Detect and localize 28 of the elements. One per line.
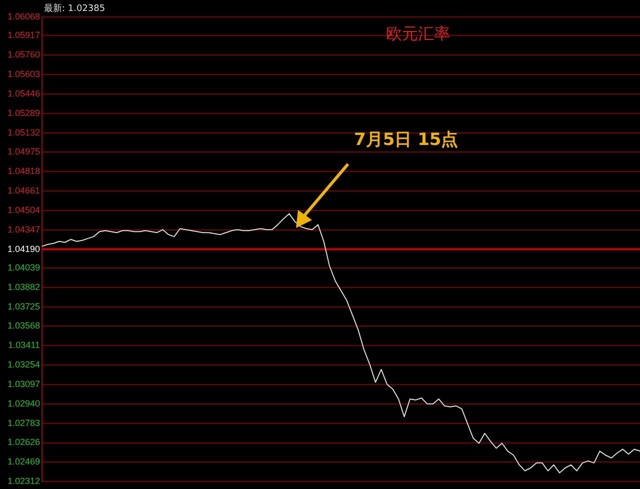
y-tick-label: 1.02469 [7, 456, 40, 467]
y-tick-label: 1.04818 [7, 166, 40, 176]
annotation: 7月5日 15点 [354, 129, 458, 151]
y-tick-label: 1.02312 [7, 476, 40, 486]
y-tick-label: 1.04975 [7, 146, 40, 157]
y-tick-label: 1.06068 [7, 11, 40, 22]
y-tick-label: 1.03568 [7, 320, 40, 331]
text: 欧元汇率 [386, 24, 450, 45]
y-tick-label: 1.02940 [7, 398, 40, 408]
y-tick-label: 1.04661 [7, 186, 40, 196]
y-tick-label: 1.04504 [7, 204, 40, 215]
y-tick-label: 1.04039 [7, 262, 40, 272]
y-tick-label: 1.03411 [8, 340, 40, 350]
text: 最新: 1.02385 [44, 2, 106, 15]
y-tick-label: 1.05917 [7, 30, 40, 40]
y-tick-label: 1.05289 [7, 108, 40, 118]
y-tick-label: 1.05446 [7, 88, 40, 98]
y-tick-label: 1.03882 [7, 282, 40, 292]
y-tick-label: 1.04190 [7, 244, 40, 254]
y-tick-label: 1.03725 [7, 301, 40, 312]
y-tick-label: 1.05603 [7, 69, 40, 80]
y-tick-label: 1.05132 [7, 127, 40, 138]
y-tick-label: 1.05760 [7, 50, 40, 60]
y-tick-label: 1.03254 [7, 360, 40, 370]
y-tick-label: 1.04347 [7, 224, 40, 234]
y-tick-label: 1.03097 [7, 378, 40, 389]
y-tick-label: 1.02783 [7, 418, 40, 428]
y-tick-label: 1.02626 [7, 437, 40, 448]
